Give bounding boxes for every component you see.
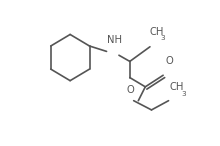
Text: O: O xyxy=(127,85,134,94)
Text: 3: 3 xyxy=(181,91,186,97)
Text: 3: 3 xyxy=(161,35,165,41)
Text: O: O xyxy=(165,56,173,66)
Text: NH: NH xyxy=(107,35,122,45)
Text: CH: CH xyxy=(169,82,184,92)
Text: CH: CH xyxy=(149,27,163,37)
